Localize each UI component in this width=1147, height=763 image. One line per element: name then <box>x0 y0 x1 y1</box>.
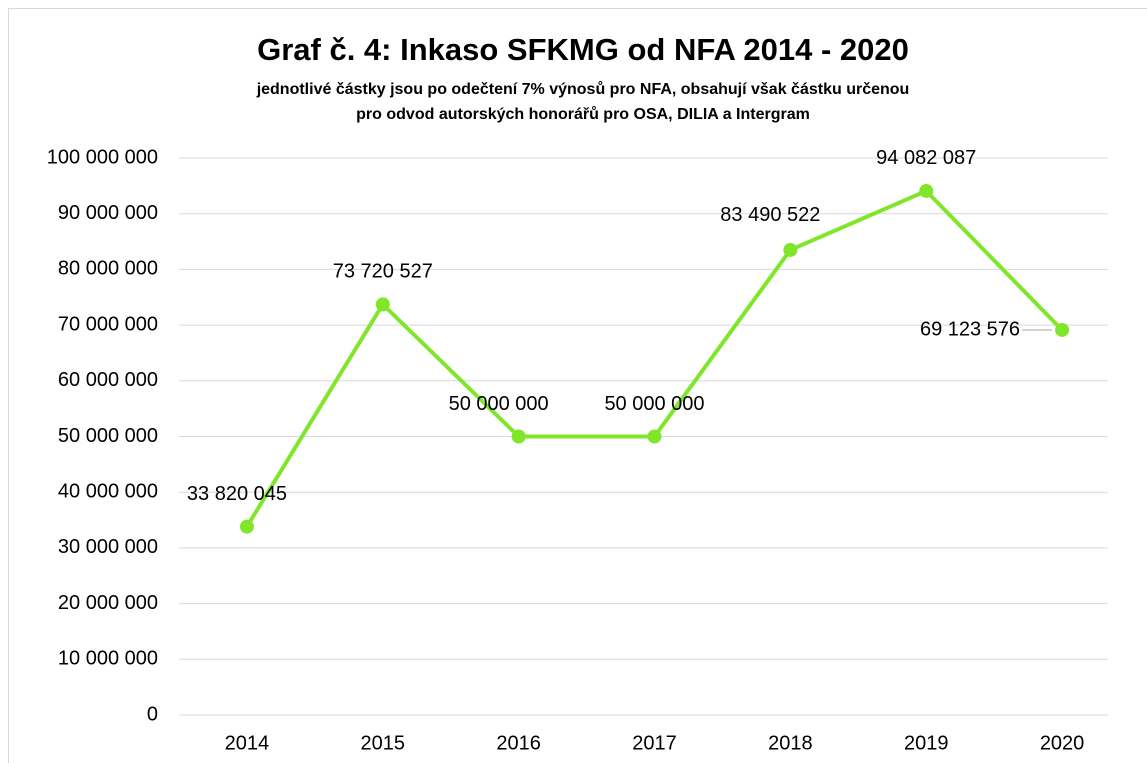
y-tick-label: 10 000 000 <box>58 648 158 670</box>
data-point <box>783 242 798 257</box>
data-label: 50 000 000 <box>604 393 704 415</box>
x-tick-label: 2014 <box>225 732 270 754</box>
x-tick-label: 2018 <box>768 732 813 754</box>
x-tick-label: 2015 <box>361 732 406 754</box>
data-point <box>375 297 390 312</box>
x-tick-label: 2020 <box>1040 732 1085 754</box>
y-tick-label: 20 000 000 <box>58 592 158 614</box>
x-tick-label: 2019 <box>904 732 949 754</box>
data-point <box>1055 322 1070 337</box>
chart-title: Graf č. 4: Inkaso SFKMG od NFA 2014 - 20… <box>257 32 909 67</box>
chart-frame <box>8 8 1147 763</box>
data-label: 83 490 522 <box>720 204 820 226</box>
series-line <box>245 188 1064 528</box>
data-label: 50 000 000 <box>449 393 549 415</box>
data-point <box>239 519 254 534</box>
data-label: 94 082 087 <box>876 147 976 169</box>
data-label: 33 820 045 <box>187 483 287 505</box>
y-tick-label: 100 000 000 <box>47 146 158 168</box>
x-tick-label: 2017 <box>632 732 677 754</box>
y-tick-label: 30 000 000 <box>58 536 158 558</box>
y-tick-label: 90 000 000 <box>58 202 158 224</box>
y-tick-label: 40 000 000 <box>58 480 158 502</box>
x-tick-label: 2016 <box>496 732 541 754</box>
data-point <box>919 183 934 198</box>
y-tick-label: 50 000 000 <box>58 425 158 447</box>
y-tick-label: 70 000 000 <box>58 313 158 335</box>
y-tick-label: 0 <box>147 703 158 725</box>
chart-subtitle: pro odvod autorských honorářů pro OSA, D… <box>356 106 810 123</box>
chart-subtitle: jednotlivé částky jsou po odečtení 7% vý… <box>256 81 910 98</box>
data-point <box>647 429 662 444</box>
y-tick-label: 80 000 000 <box>58 258 158 280</box>
data-point <box>511 429 526 444</box>
y-tick-label: 60 000 000 <box>58 369 158 391</box>
data-label: 73 720 527 <box>333 261 433 283</box>
data-label: 69 123 576 <box>920 318 1020 340</box>
